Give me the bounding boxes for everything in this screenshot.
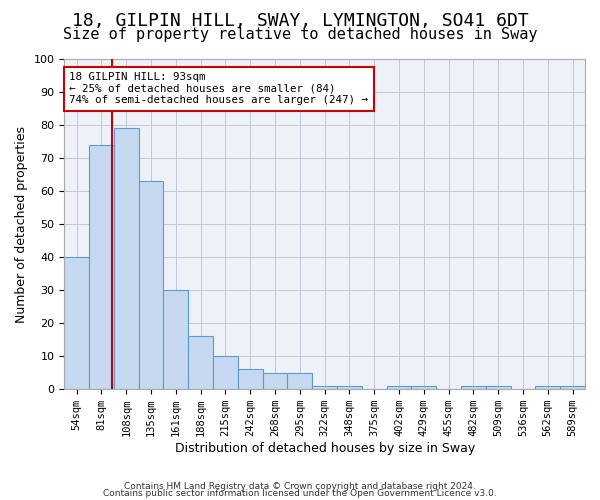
Bar (139, 181, 163, 389)
Bar (89, 145, 114, 389)
Bar (238, 370, 263, 389)
Bar (188, 336, 213, 389)
Bar (386, 386, 412, 389)
Bar (312, 386, 337, 389)
Bar (114, 128, 139, 389)
Bar (64, 257, 89, 389)
Bar (287, 372, 312, 389)
Text: 18, GILPIN HILL, SWAY, LYMINGTON, SO41 6DT: 18, GILPIN HILL, SWAY, LYMINGTON, SO41 6… (71, 12, 529, 30)
Bar (337, 386, 362, 389)
Y-axis label: Number of detached properties: Number of detached properties (15, 126, 28, 322)
Text: Contains public sector information licensed under the Open Government Licence v3: Contains public sector information licen… (103, 489, 497, 498)
Bar (163, 290, 188, 389)
Bar (213, 356, 238, 389)
Bar (486, 386, 511, 389)
Bar (461, 386, 486, 389)
X-axis label: Distribution of detached houses by size in Sway: Distribution of detached houses by size … (175, 442, 475, 455)
Text: Size of property relative to detached houses in Sway: Size of property relative to detached ho… (63, 28, 537, 42)
Bar (412, 386, 436, 389)
Text: 18 GILPIN HILL: 93sqm
← 25% of detached houses are smaller (84)
74% of semi-deta: 18 GILPIN HILL: 93sqm ← 25% of detached … (70, 72, 368, 106)
Text: Contains HM Land Registry data © Crown copyright and database right 2024.: Contains HM Land Registry data © Crown c… (124, 482, 476, 491)
Bar (535, 386, 560, 389)
Bar (263, 372, 287, 389)
Bar (560, 386, 585, 389)
